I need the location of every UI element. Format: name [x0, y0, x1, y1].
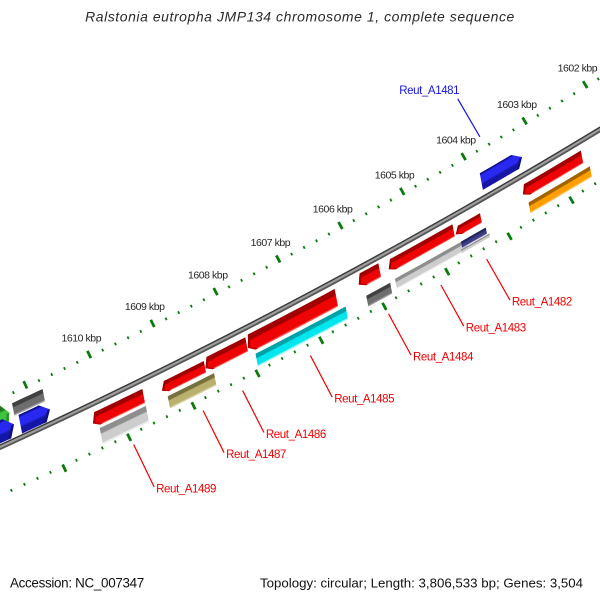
svg-text:1610 kbp: 1610 kbp	[61, 332, 101, 344]
svg-text:1609 kbp: 1609 kbp	[125, 301, 165, 313]
svg-text:Reut_A1486: Reut_A1486	[266, 429, 326, 441]
svg-text:1604 kbp: 1604 kbp	[436, 134, 476, 146]
svg-text:Ralstonia eutropha JMP134 chro: Ralstonia eutropha JMP134 chromosome 1, …	[85, 9, 515, 25]
svg-text:Reut_A1483: Reut_A1483	[466, 323, 526, 335]
svg-text:Reut_A1487: Reut_A1487	[226, 449, 286, 461]
svg-text:Reut_A1481: Reut_A1481	[399, 85, 459, 97]
svg-text:Topology: circular; Length: 3,: Topology: circular; Length: 3,806,533 bp…	[260, 576, 583, 591]
svg-text:1605 kbp: 1605 kbp	[375, 169, 415, 181]
svg-text:1608 kbp: 1608 kbp	[188, 269, 228, 281]
svg-text:1606 kbp: 1606 kbp	[313, 203, 353, 215]
svg-text:1607 kbp: 1607 kbp	[251, 237, 291, 249]
svg-text:Reut_A1482: Reut_A1482	[512, 297, 572, 309]
svg-text:1602 kbp: 1602 kbp	[558, 62, 598, 74]
svg-text:Accession: NC_007347: Accession: NC_007347	[10, 576, 144, 591]
svg-text:1603 kbp: 1603 kbp	[497, 99, 537, 111]
svg-text:Reut_A1485: Reut_A1485	[334, 394, 394, 406]
svg-text:Reut_A1484: Reut_A1484	[413, 352, 474, 364]
svg-text:Reut_A1489: Reut_A1489	[156, 483, 216, 495]
